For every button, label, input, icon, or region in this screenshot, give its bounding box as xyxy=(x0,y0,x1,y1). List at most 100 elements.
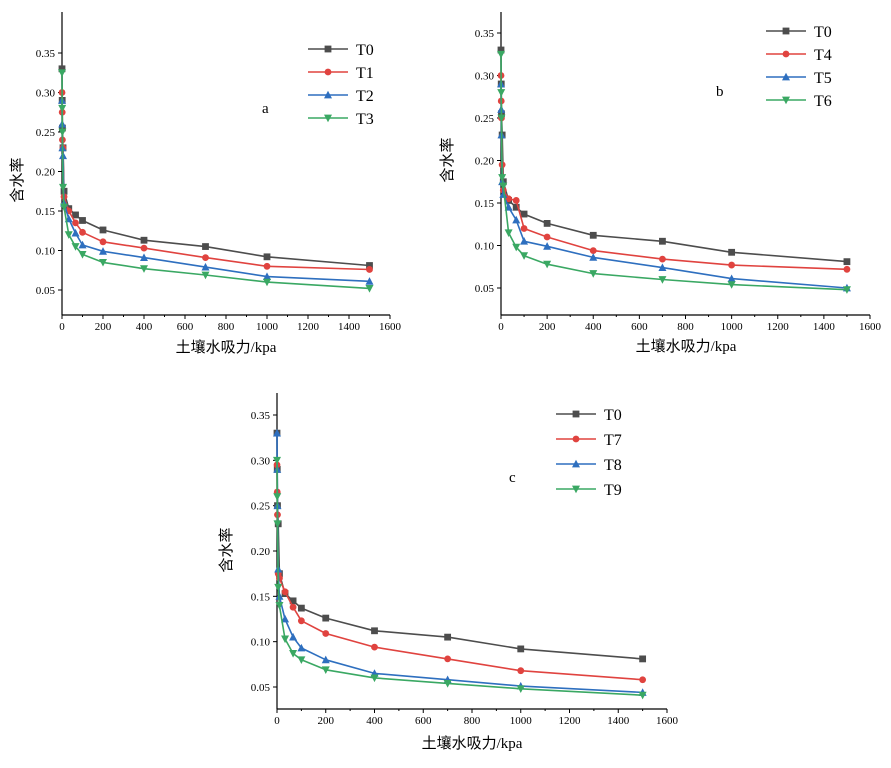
data-point-T1 xyxy=(263,262,271,270)
data-point-T2 xyxy=(71,228,80,237)
data-point-T0 xyxy=(289,597,297,605)
data-point-T1 xyxy=(366,266,373,273)
data-point-T1 xyxy=(202,254,209,262)
legend-label: T9 xyxy=(604,482,622,499)
data-point-T8 xyxy=(289,632,298,641)
data-point-T7 xyxy=(289,603,297,611)
data-point-T6 xyxy=(499,182,508,191)
data-point-T3 xyxy=(71,243,80,251)
series-line-T8 xyxy=(276,433,643,694)
series-T8 xyxy=(273,428,647,696)
data-point-T5 xyxy=(512,215,521,224)
legend-item-T4: T4 xyxy=(766,47,832,64)
y-axis-title: 含水率 xyxy=(439,137,456,182)
data-point-T3 xyxy=(58,104,67,113)
data-point-T9 xyxy=(638,691,647,700)
x-tick-label: 1200 xyxy=(767,321,790,333)
y-tick-label: 0.25 xyxy=(475,113,495,125)
data-point-T3 xyxy=(64,231,73,239)
y-tick-label: 0.05 xyxy=(475,283,495,295)
data-point-T3 xyxy=(263,278,271,287)
x-tick-label: 800 xyxy=(677,321,694,333)
x-tick-label: 1000 xyxy=(510,715,533,727)
data-point-T7 xyxy=(281,588,289,596)
y-tick-label: 0.35 xyxy=(475,28,495,40)
data-point-T2 xyxy=(99,247,107,255)
data-point-T9 xyxy=(297,656,306,664)
data-point-T9 xyxy=(274,583,283,592)
x-tick-label: 1400 xyxy=(338,321,361,333)
data-point-T7 xyxy=(639,676,647,684)
data-point-T5 xyxy=(589,253,598,261)
data-point-T6 xyxy=(498,174,507,182)
y-tick-label: 0.20 xyxy=(475,156,495,168)
data-point-T0 xyxy=(659,237,666,245)
x-tick-label: 1600 xyxy=(379,321,402,333)
x-tick-label: 1000 xyxy=(721,321,744,333)
data-point-T9 xyxy=(273,493,282,501)
data-point-T7 xyxy=(444,655,452,663)
x-tick-label: 1600 xyxy=(859,321,882,333)
legend-label: T6 xyxy=(814,93,832,110)
data-point-T0 xyxy=(728,248,736,256)
data-point-T3 xyxy=(58,69,66,77)
y-tick-label: 0.35 xyxy=(36,48,56,60)
x-axis-title: 土壤水吸力/kpa xyxy=(176,338,277,356)
legend-swatch-marker xyxy=(782,50,790,58)
x-tick-label: 0 xyxy=(274,715,280,727)
x-tick-label: 1400 xyxy=(813,321,836,333)
y-tick-label: 0.20 xyxy=(251,546,271,558)
legend-swatch-marker xyxy=(572,459,580,468)
x-tick-label: 400 xyxy=(366,715,383,727)
data-point-T5 xyxy=(520,237,529,245)
y-tick-label: 0.25 xyxy=(36,127,56,139)
data-point-T3 xyxy=(140,265,148,273)
data-point-T9 xyxy=(273,456,281,465)
data-point-T5 xyxy=(658,263,667,271)
legend-label: T0 xyxy=(814,24,832,41)
data-point-T0 xyxy=(72,211,79,219)
x-tick-label: 400 xyxy=(585,321,602,333)
x-tick-label: 200 xyxy=(95,321,112,333)
data-point-T9 xyxy=(516,685,525,694)
legend-label: T3 xyxy=(356,111,374,128)
y-tick-label: 0.20 xyxy=(36,167,56,179)
data-point-T8 xyxy=(297,643,306,652)
series-line-T7 xyxy=(276,464,643,681)
legend-label: T1 xyxy=(356,65,374,82)
data-point-T5 xyxy=(543,242,552,250)
x-tick-label: 800 xyxy=(218,321,235,333)
panel-letter: c xyxy=(509,470,516,486)
data-point-T0 xyxy=(263,253,271,261)
x-tick-label: 1200 xyxy=(297,321,320,333)
series-line-T3 xyxy=(61,72,370,290)
x-tick-label: 600 xyxy=(631,321,648,333)
x-tick-label: 1000 xyxy=(256,321,279,333)
data-point-T5 xyxy=(499,190,508,198)
chart-panel-c: 0 200 400 600 800 1000 1200 1400 1600 0.05 0.10 0.1… xyxy=(218,393,679,752)
data-point-T0 xyxy=(297,604,305,612)
data-point-T4 xyxy=(843,265,851,273)
data-point-T9 xyxy=(281,635,290,644)
y-tick-label: 0.15 xyxy=(251,591,271,603)
data-point-T7 xyxy=(371,643,378,651)
data-point-T4 xyxy=(728,261,736,269)
data-point-T1 xyxy=(99,238,107,246)
panel-letter: b xyxy=(716,84,724,100)
data-point-T2 xyxy=(263,272,271,280)
legend-swatch-marker xyxy=(324,114,332,123)
data-point-T2 xyxy=(140,253,148,262)
legend-swatch-marker xyxy=(324,90,332,99)
data-point-T8 xyxy=(321,655,330,664)
data-point-T4 xyxy=(505,195,513,203)
series-T6 xyxy=(497,50,851,294)
series-line-T0 xyxy=(61,68,370,267)
legend-swatch-marker xyxy=(572,435,580,443)
data-point-T6 xyxy=(520,252,529,260)
data-point-T2 xyxy=(78,240,87,249)
data-point-T3 xyxy=(59,183,68,192)
panel-letter: a xyxy=(262,101,269,117)
series-line-T6 xyxy=(500,54,847,291)
data-point-T0 xyxy=(371,627,378,635)
